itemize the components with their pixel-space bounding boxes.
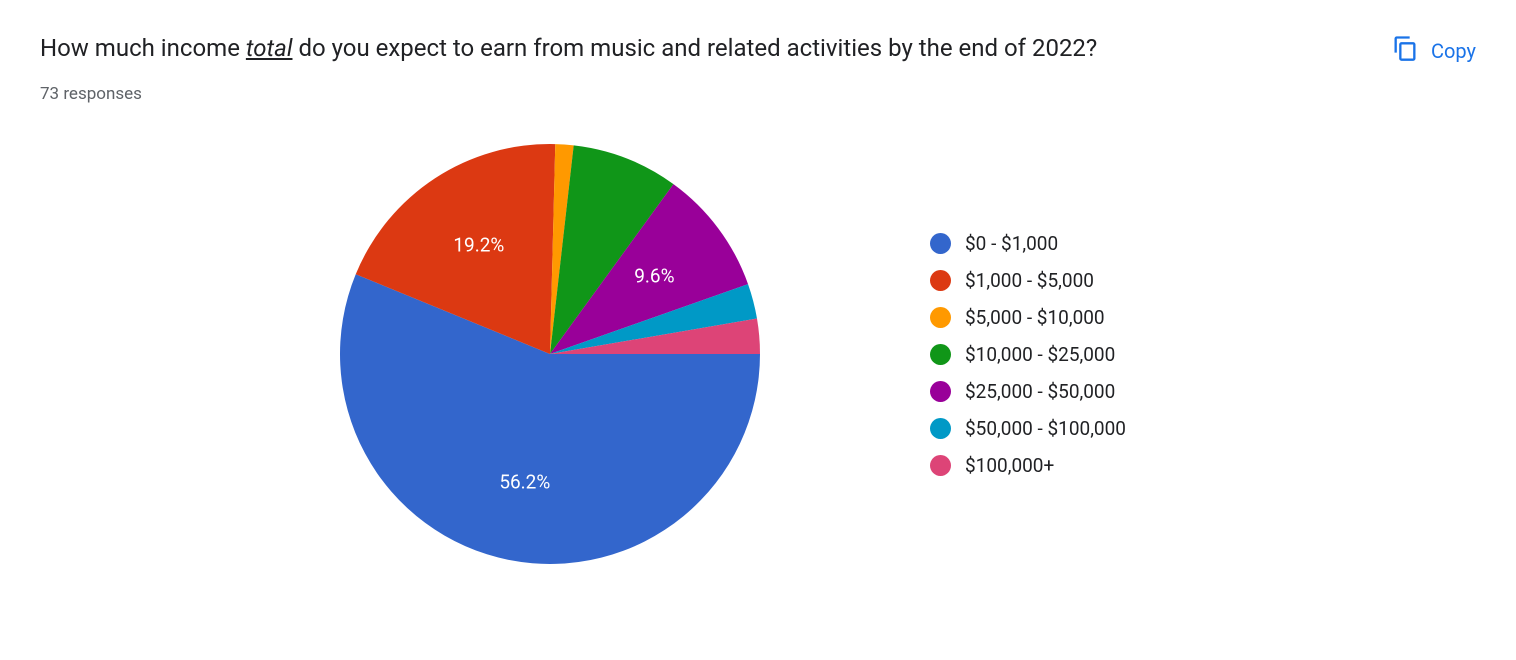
legend-label: $50,000 - $100,000 [965,417,1126,440]
copy-button[interactable]: Copy [1391,30,1476,67]
legend-item[interactable]: $100,000+ [930,454,1126,477]
title-post: do you expect to earn from music and rel… [292,34,1097,62]
copy-icon [1391,34,1419,67]
legend-dot [930,418,951,439]
legend-item[interactable]: $0 - $1,000 [930,232,1126,255]
legend-item[interactable]: $5,000 - $10,000 [930,306,1126,329]
title-block: How much income total do you expect to e… [40,30,1100,104]
legend-label: $100,000+ [965,454,1054,477]
title-underlined: total [246,34,293,62]
legend-item[interactable]: $10,000 - $25,000 [930,343,1126,366]
slice-label: 56.2% [499,470,550,493]
legend-item[interactable]: $50,000 - $100,000 [930,417,1126,440]
legend: $0 - $1,000 $1,000 - $5,000 $5,000 - $10,0… [930,232,1126,477]
legend-dot [930,344,951,365]
slice-label: 9.6% [634,265,674,288]
pie-chart: 56.2% 19.2% 9.6% [340,144,760,564]
legend-label: $25,000 - $50,000 [965,380,1115,403]
legend-label: $0 - $1,000 [965,232,1058,255]
legend-dot [930,381,951,402]
legend-dot [930,307,951,328]
legend-dot [930,270,951,291]
chart-area: 56.2% 19.2% 9.6% $0 - $1,000 $1,000 - $5,00… [40,144,1476,564]
legend-dot [930,455,951,476]
legend-item[interactable]: $1,000 - $5,000 [930,269,1126,292]
title-pre: How much income [40,34,246,62]
legend-label: $5,000 - $10,000 [965,306,1105,329]
legend-label: $1,000 - $5,000 [965,269,1094,292]
legend-label: $10,000 - $25,000 [965,343,1115,366]
question-title: How much income total do you expect to e… [40,30,1100,66]
copy-label: Copy [1431,39,1476,63]
legend-item[interactable]: $25,000 - $50,000 [930,380,1126,403]
response-count: 73 responses [40,84,1100,104]
legend-dot [930,233,951,254]
slice-label: 19.2% [453,233,504,256]
